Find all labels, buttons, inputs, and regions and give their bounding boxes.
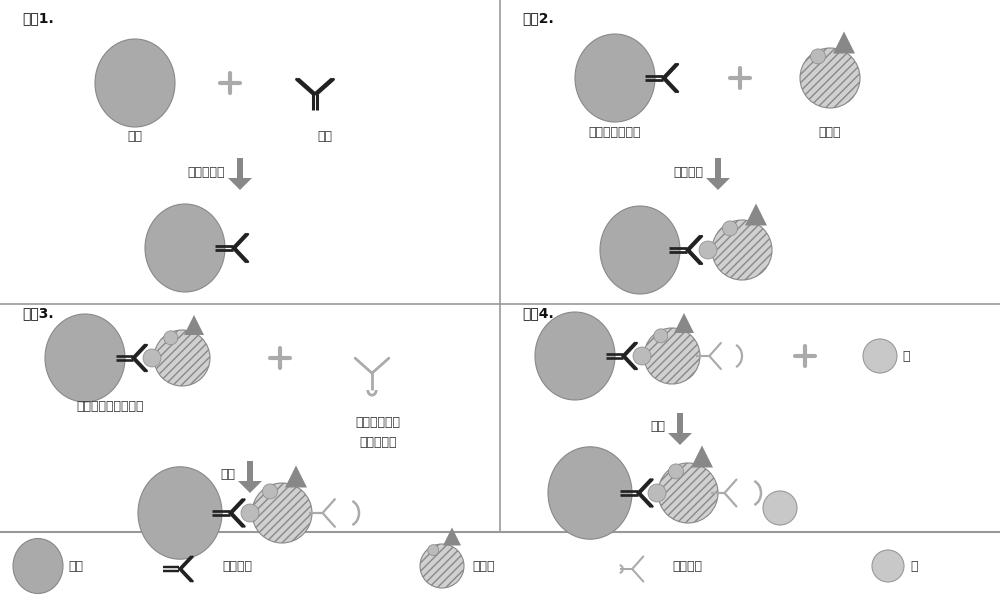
Circle shape bbox=[633, 347, 651, 365]
Text: 孵育: 孵育 bbox=[220, 469, 235, 482]
FancyArrow shape bbox=[668, 413, 692, 445]
Ellipse shape bbox=[13, 539, 63, 593]
Text: 抗体结合的珠粒: 抗体结合的珠粒 bbox=[589, 126, 641, 139]
Text: 捕获抗体: 捕获抗体 bbox=[222, 559, 252, 573]
Text: 的检测抗体: 的检测抗体 bbox=[359, 437, 397, 449]
Polygon shape bbox=[285, 466, 307, 488]
Text: 具有靶外泌体的珠粒: 具有靶外泌体的珠粒 bbox=[76, 399, 144, 412]
Ellipse shape bbox=[154, 330, 210, 386]
Circle shape bbox=[262, 484, 278, 499]
Polygon shape bbox=[443, 528, 461, 545]
Ellipse shape bbox=[600, 206, 680, 294]
Ellipse shape bbox=[95, 39, 175, 127]
Text: 孵育: 孵育 bbox=[650, 421, 665, 434]
Text: 目标捕获: 目标捕获 bbox=[673, 165, 703, 179]
Polygon shape bbox=[745, 204, 767, 226]
Ellipse shape bbox=[575, 34, 655, 122]
Text: 步骤2.: 步骤2. bbox=[522, 11, 554, 25]
Circle shape bbox=[648, 484, 666, 502]
FancyArrow shape bbox=[228, 158, 252, 190]
Ellipse shape bbox=[548, 447, 632, 539]
Polygon shape bbox=[691, 446, 713, 468]
Circle shape bbox=[811, 49, 826, 64]
Circle shape bbox=[428, 545, 439, 556]
Text: 外泌体: 外泌体 bbox=[472, 559, 494, 573]
Circle shape bbox=[763, 491, 797, 525]
Circle shape bbox=[164, 331, 178, 345]
Circle shape bbox=[668, 464, 684, 479]
FancyArrow shape bbox=[238, 461, 262, 493]
Ellipse shape bbox=[145, 204, 225, 292]
Polygon shape bbox=[674, 313, 694, 333]
Text: 酶: 酶 bbox=[902, 350, 910, 362]
Ellipse shape bbox=[138, 467, 222, 559]
Ellipse shape bbox=[644, 328, 700, 384]
Text: 检测抗体: 检测抗体 bbox=[672, 559, 702, 573]
Circle shape bbox=[654, 329, 668, 343]
Text: 具有结合标签: 具有结合标签 bbox=[356, 416, 400, 429]
Ellipse shape bbox=[45, 314, 125, 402]
Circle shape bbox=[143, 349, 161, 367]
Text: 步骤3.: 步骤3. bbox=[22, 306, 54, 320]
FancyArrow shape bbox=[706, 158, 730, 190]
Ellipse shape bbox=[252, 483, 312, 543]
Polygon shape bbox=[833, 32, 855, 54]
Text: 步骤1.: 步骤1. bbox=[22, 11, 54, 25]
Text: 珠粒: 珠粒 bbox=[128, 130, 143, 142]
Circle shape bbox=[872, 550, 904, 582]
Ellipse shape bbox=[658, 463, 718, 523]
Text: 外泌体: 外泌体 bbox=[819, 126, 841, 139]
Text: 抗体: 抗体 bbox=[318, 130, 332, 142]
Circle shape bbox=[863, 339, 897, 373]
Text: 蛋白质结合: 蛋白质结合 bbox=[188, 165, 225, 179]
Ellipse shape bbox=[420, 544, 464, 588]
Ellipse shape bbox=[535, 312, 615, 400]
Text: 步骤4.: 步骤4. bbox=[522, 306, 554, 320]
Circle shape bbox=[699, 241, 717, 259]
Circle shape bbox=[722, 221, 738, 236]
Polygon shape bbox=[184, 315, 204, 335]
Ellipse shape bbox=[712, 220, 772, 280]
Text: 酶: 酶 bbox=[910, 559, 918, 573]
Ellipse shape bbox=[800, 48, 860, 108]
Circle shape bbox=[241, 504, 259, 522]
Text: 珠粒: 珠粒 bbox=[68, 559, 83, 573]
